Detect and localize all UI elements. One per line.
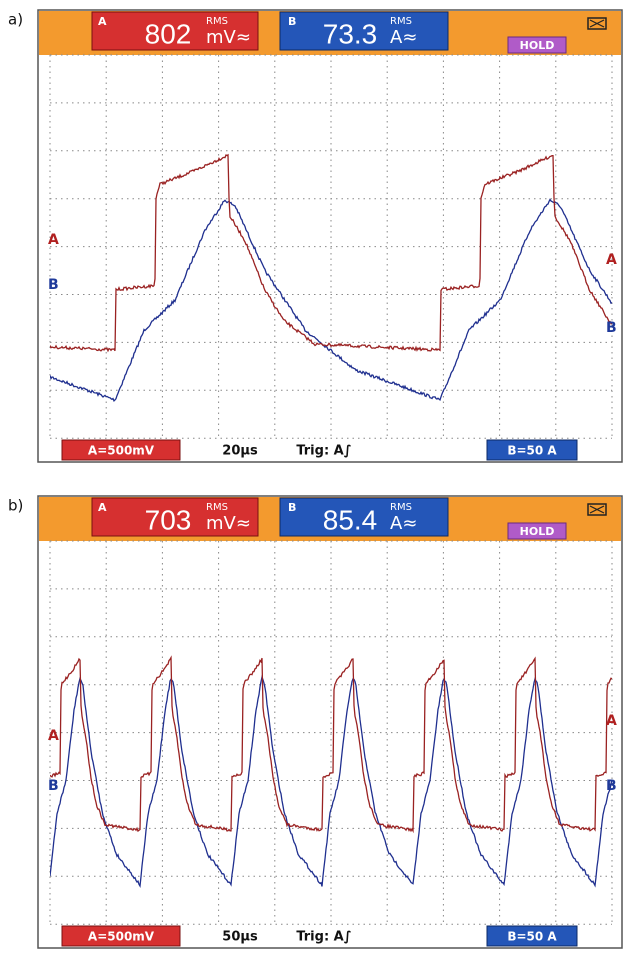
panel-label: a) [8,11,23,29]
screen [38,10,622,462]
channel-a-reading: 802 [145,18,192,49]
channel-a-unit: mV≈ [206,27,251,48]
panel-label: b) [8,497,23,515]
marker-b-left: B [48,778,59,794]
channel-a-name: A [98,501,107,514]
channel-b-name: B [288,501,296,514]
channel-b-mode: RMS [390,502,412,513]
marker-b-left: B [48,277,59,293]
channel-b-reading: 73.3 [323,18,378,49]
marker-a-right: A [606,252,617,268]
channel-a-unit: mV≈ [206,513,251,534]
scale-a: A=500mV [88,930,155,944]
marker-a-left: A [48,728,59,744]
timebase: 50µs [222,930,258,945]
scale-b: B=50 A [507,444,557,458]
channel-b-unit: A≈ [390,27,417,48]
timebase: 20µs [222,444,258,459]
hold-text: HOLD [520,525,555,538]
trigger: Trig: A∫ [296,930,351,945]
channel-a-mode: RMS [206,16,228,27]
channel-b-unit: A≈ [390,513,417,534]
scale-b: B=50 A [507,930,557,944]
channel-b-name: B [288,15,296,28]
marker-b-right: B [606,778,617,794]
channel-a-name: A [98,15,107,28]
channel-a-mode: RMS [206,502,228,513]
channel-a-reading: 703 [145,504,192,535]
channel-b-reading: 85.4 [323,504,378,535]
marker-a-left: A [48,232,59,248]
screen [38,496,622,948]
scale-a: A=500mV [88,444,155,458]
trigger: Trig: A∫ [296,444,351,459]
marker-a-right: A [606,713,617,729]
channel-b-mode: RMS [390,16,412,27]
marker-b-right: B [606,320,617,336]
scope-figure: a)A802RMSmV≈B73.3RMSA≈HOLDABABA=500mV20µ… [0,0,630,956]
hold-text: HOLD [520,39,555,52]
